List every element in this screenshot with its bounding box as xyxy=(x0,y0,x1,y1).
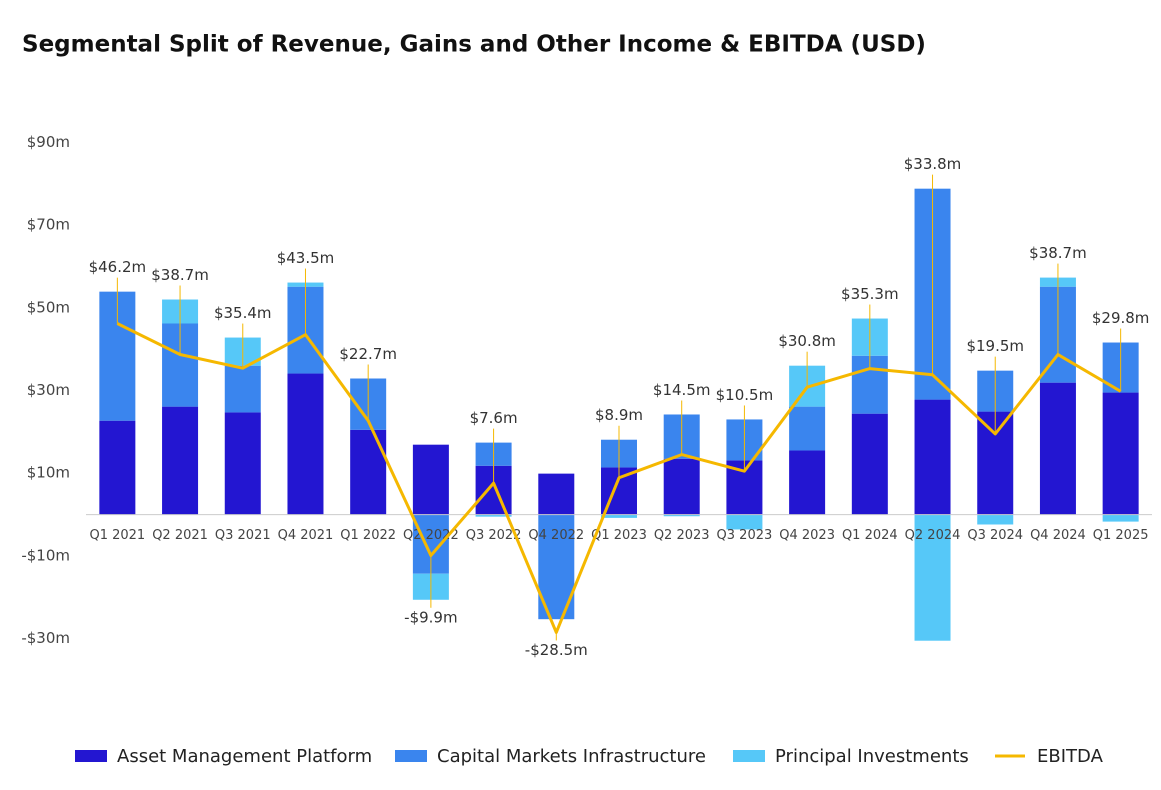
x-tick-label: Q1 2023 xyxy=(591,528,647,543)
y-tick-label: $30m xyxy=(27,381,70,399)
bar-segment xyxy=(412,444,449,515)
data-label: -$28.5m xyxy=(525,641,588,659)
x-tick-label: Q1 2022 xyxy=(340,528,396,543)
bar-segment xyxy=(726,514,763,530)
data-label: $35.3m xyxy=(841,285,899,303)
data-label: $35.4m xyxy=(214,304,272,322)
bar-segment xyxy=(851,413,888,515)
bar-segment xyxy=(162,406,199,515)
bar-segment xyxy=(224,412,261,515)
x-tick-label: Q4 2024 xyxy=(1030,528,1086,543)
bar-segment xyxy=(663,458,700,515)
bar-segment xyxy=(538,473,575,515)
legend-label: EBITDA xyxy=(1037,746,1104,767)
data-label: $8.9m xyxy=(595,406,643,424)
data-label: $19.5m xyxy=(966,337,1024,355)
bar-segment xyxy=(287,373,324,515)
data-label: $43.5m xyxy=(277,249,335,267)
legend-swatch xyxy=(733,750,765,762)
x-tick-label: Q4 2023 xyxy=(779,528,835,543)
legend-swatch xyxy=(75,750,107,762)
bar-segment xyxy=(475,514,512,517)
data-label: $29.8m xyxy=(1092,309,1150,327)
data-label: $38.7m xyxy=(151,266,209,284)
legend-label: Capital Markets Infrastructure xyxy=(437,746,706,767)
x-tick-label: Q1 2024 xyxy=(842,528,898,543)
x-tick-label: Q2 2023 xyxy=(654,528,710,543)
x-tick-label: Q2 2024 xyxy=(905,528,961,543)
data-label: $46.2m xyxy=(89,258,147,276)
x-tick-label: Q4 2022 xyxy=(528,528,584,543)
data-label: $22.7m xyxy=(339,345,397,363)
x-tick-label: Q3 2023 xyxy=(717,528,773,543)
bar-segment xyxy=(1039,382,1076,515)
y-tick-label: -$30m xyxy=(21,629,70,647)
bar-segment xyxy=(789,450,826,515)
bar-segment xyxy=(99,420,136,515)
bar-segment xyxy=(914,399,951,515)
y-tick-label: $90m xyxy=(27,133,70,151)
bar-segment xyxy=(1102,392,1139,515)
bar-segment xyxy=(601,514,637,518)
bar-segment xyxy=(1102,514,1139,522)
bar-segment xyxy=(789,406,826,451)
legend-label: Asset Management Platform xyxy=(117,746,372,767)
data-label: $33.8m xyxy=(904,155,962,173)
data-label: $14.5m xyxy=(653,381,711,399)
data-label: -$9.9m xyxy=(404,608,457,626)
line xyxy=(116,322,1122,634)
x-tick-label: Q1 2025 xyxy=(1093,528,1149,543)
legend-swatch xyxy=(395,750,427,762)
bar-segment xyxy=(977,514,1014,525)
chart-title: Segmental Split of Revenue, Gains and Ot… xyxy=(22,32,926,58)
y-tick-label: -$10m xyxy=(21,546,70,564)
data-label: $10.5m xyxy=(716,386,774,404)
x-tick-label: Q2 2022 xyxy=(403,528,459,543)
x-tick-label: Q1 2021 xyxy=(89,528,145,543)
y-tick-label: $50m xyxy=(27,298,70,316)
bar-segment xyxy=(914,514,951,641)
x-tick-label: Q3 2022 xyxy=(466,528,522,543)
x-tick-label: Q3 2024 xyxy=(967,528,1023,543)
x-tick-label: Q4 2021 xyxy=(278,528,334,543)
bar-segment xyxy=(350,429,387,515)
data-label: $30.8m xyxy=(778,332,836,350)
y-tick-label: $10m xyxy=(27,464,70,482)
x-tick-label: Q3 2021 xyxy=(215,528,271,543)
x-tick-label: Q2 2021 xyxy=(152,528,208,543)
data-label: $38.7m xyxy=(1029,244,1087,262)
bar-segment xyxy=(224,365,261,413)
y-tick-label: $70m xyxy=(27,216,70,234)
data-label: $7.6m xyxy=(470,409,518,427)
bar-segment xyxy=(663,514,700,517)
legend-label: Principal Investments xyxy=(775,746,969,767)
